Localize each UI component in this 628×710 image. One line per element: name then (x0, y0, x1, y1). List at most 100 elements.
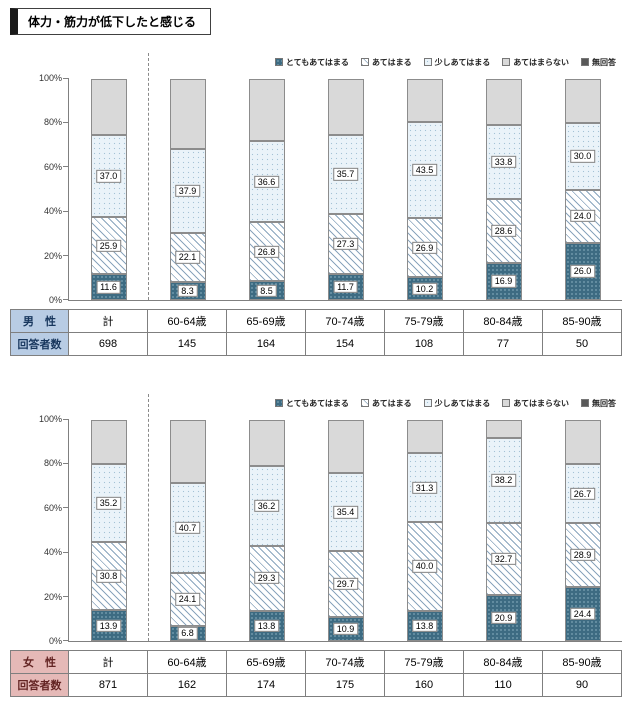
category-cell: 80-84歳 (463, 650, 543, 674)
bar-value-label: 26.0 (569, 265, 596, 278)
bar-segment: 35.7 (327, 134, 364, 214)
bar-segment (485, 420, 522, 439)
plot-female: 0% 20% 40% 60% 80% 100% 13.9 30.8 35.2 6.8 24.1 40… (10, 394, 622, 646)
table-row-respondents: 回答者数 698 145 164 154 108 77 50 (10, 332, 622, 356)
y-axis-tick-label: 20% (43, 591, 62, 602)
category-cell: 70-74歳 (305, 650, 385, 674)
bar-value-label: 37.9 (174, 184, 201, 198)
y-axis-tick-mark (63, 640, 69, 641)
bar-value-label: 30.0 (569, 150, 596, 163)
respondents-value-cell: 145 (147, 332, 227, 356)
bar-column: 24.4 28.9 26.7 (543, 420, 622, 641)
bar-segment: 6.8 (169, 625, 206, 641)
legend-item: あてはまらない (502, 398, 569, 409)
respondents-value-cell: 90 (542, 673, 622, 697)
bar-value-label: 29.7 (332, 577, 359, 591)
bar-segment: 26.7 (564, 464, 601, 524)
bar-segment: 37.9 (169, 149, 206, 233)
bar-segment: 16.9 (485, 262, 522, 300)
respondents-value-cell: 162 (147, 673, 227, 697)
bar-value-label: 26.7 (569, 487, 596, 500)
legend-label: あてはまる (371, 398, 412, 408)
respondents-label-cell: 回答者数 (10, 332, 69, 356)
bar-value-label: 13.9 (95, 619, 122, 632)
bar-value-label: 38.2 (490, 474, 517, 487)
legend-item: 少しあてはまる (423, 57, 491, 68)
bar-segment (90, 79, 127, 136)
legend-item: とてもあてはまる (274, 398, 349, 409)
bar-segment: 13.9 (90, 610, 127, 641)
bar-value-label: 8.5 (256, 284, 277, 297)
legend-label: 少しあてはまる (434, 398, 491, 408)
bar-segment: 33.8 (485, 124, 522, 200)
bar-segment (564, 79, 601, 124)
bar-value-label: 35.2 (95, 497, 122, 510)
bar-value-label: 33.8 (490, 155, 517, 169)
bar-value-label: 40.0 (411, 560, 438, 573)
chart-panel-female: とてもあてはまる あてはまる 少しあてはまる あてはまらない 無回答 0% 20% 40% 6… (10, 394, 622, 697)
bar-segment (90, 420, 127, 465)
bar-value-label: 37.0 (95, 170, 122, 183)
y-axis-tick-label: 40% (43, 206, 62, 217)
bar-value-label: 32.7 (490, 552, 517, 565)
bar-segment (485, 79, 522, 125)
bar-column: 10.2 26.9 43.5 (385, 79, 464, 300)
legend-marker-icon (360, 399, 369, 407)
bar-segment: 26.0 (564, 242, 601, 300)
legend-item: あてはまらない (502, 57, 569, 68)
stacked-bar: 11.7 27.3 35.7 (327, 79, 364, 300)
respondents-value-cell: 77 (463, 332, 543, 356)
bar-value-label: 29.3 (253, 571, 280, 585)
bar-column: 13.8 29.3 36.2 (227, 420, 306, 641)
stacked-bar: 24.4 28.9 26.7 (564, 420, 601, 641)
bar-column: 8.5 26.8 36.6 (227, 79, 306, 300)
bar-segment: 32.7 (485, 522, 522, 595)
y-axis-tick-mark (63, 122, 69, 124)
bar-column: 11.6 25.9 37.0 (69, 79, 148, 300)
bar-value-label: 36.2 (253, 499, 280, 512)
bar-value-label: 40.7 (174, 521, 201, 534)
bar-column: 20.9 32.7 38.2 (464, 420, 543, 641)
table-row-respondents: 回答者数 871 162 174 175 160 110 90 (10, 673, 622, 697)
y-axis-tick-mark (63, 166, 69, 168)
legend-label: 無回答 (592, 57, 616, 67)
bar-segment (406, 79, 443, 122)
y-axis-tick-mark (63, 299, 69, 300)
bar-segment: 40.7 (169, 482, 206, 573)
bar-segment (327, 420, 364, 474)
stacked-bar: 10.2 26.9 43.5 (406, 79, 443, 300)
legend-label: 少しあてはまる (434, 57, 491, 67)
y-axis: 0% 20% 40% 60% 80% 100% (10, 74, 68, 305)
respondents-value-cell: 108 (384, 332, 464, 356)
page-title: 体力・筋力が低下したと感じる (10, 8, 212, 35)
total-vs-age-separator (148, 53, 149, 300)
legend-marker-icon (581, 399, 589, 407)
bar-value-label: 35.7 (332, 168, 359, 181)
y-axis-tick-mark (63, 254, 69, 256)
bar-value-label: 35.4 (332, 506, 359, 519)
bar-value-label: 10.2 (411, 282, 438, 295)
legend-marker-icon (274, 58, 283, 66)
bar-column: 11.7 27.3 35.7 (306, 79, 385, 300)
stacked-bar: 26.0 24.0 30.0 (564, 79, 601, 300)
legend: とてもあてはまる あてはまる 少しあてはまる あてはまらない 無回答 (10, 396, 622, 410)
bar-segment (248, 420, 285, 466)
bar-value-label: 6.8 (177, 627, 198, 640)
stats-table: 男 性計 60-64歳 65-69歳 70-74歳 75-79歳 80-84歳 85-90歳… (10, 309, 622, 356)
stacked-bar: 10.9 29.7 35.4 (327, 420, 364, 641)
bar-segment: 37.0 (90, 135, 127, 218)
bar-segment: 8.3 (169, 281, 206, 300)
legend-marker-icon (502, 399, 511, 407)
category-cell: 70-74歳 (305, 309, 385, 333)
bar-segment: 8.5 (248, 281, 285, 300)
bar-segment: 38.2 (485, 438, 522, 523)
respondents-value-cell: 174 (226, 673, 306, 697)
bar-column: 6.8 24.1 40.7 (148, 420, 227, 641)
bar-value-label: 25.9 (95, 239, 122, 252)
legend-item: とてもあてはまる (274, 57, 349, 68)
bar-segment (564, 420, 601, 465)
bar-segment: 35.4 (327, 473, 364, 552)
bar-segment: 11.7 (327, 274, 364, 300)
respondents-value-cell: 164 (226, 332, 306, 356)
bar-segment: 28.9 (564, 523, 601, 588)
